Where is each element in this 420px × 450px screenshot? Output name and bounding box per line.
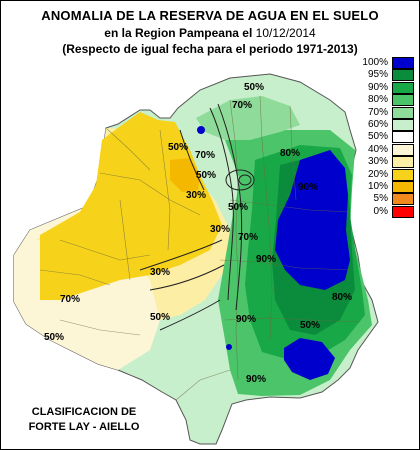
legend-label: 100% xyxy=(362,57,388,68)
legend-label: 60% xyxy=(367,118,388,130)
legend-label: 30% xyxy=(367,156,388,168)
legend-swatch xyxy=(392,118,414,131)
legend-item: 10% xyxy=(358,180,418,193)
zone-100-spot xyxy=(226,344,232,350)
department-boundaries xyxy=(39,95,361,401)
legend-swatch xyxy=(392,180,414,193)
legend-item: 60% xyxy=(358,118,418,131)
legend-label: 20% xyxy=(367,168,388,180)
legend-label: 90% xyxy=(367,81,388,93)
classification-credit: CLASIFICACION DE FORTE LAY - AIELLO xyxy=(24,405,144,435)
contour-label: 70% xyxy=(238,232,258,243)
legend-swatch xyxy=(392,143,414,156)
title-date: 10/12/2014 xyxy=(255,26,316,40)
contour-label: 50% xyxy=(300,320,320,331)
contour-label: 90% xyxy=(256,254,276,265)
contour-label: 50% xyxy=(244,82,264,93)
legend-label: 70% xyxy=(367,106,388,118)
legend-item: 0% xyxy=(358,205,418,218)
contour-label: 50% xyxy=(228,202,248,213)
contour-label: 90% xyxy=(236,314,256,325)
legend-label: 5% xyxy=(373,193,388,205)
zone-100-east xyxy=(275,150,350,290)
contour-label: 90% xyxy=(246,374,266,385)
legend-item: 80% xyxy=(358,94,418,107)
credit-line-2: FORTE LAY - AIELLO xyxy=(28,421,140,433)
contour-label: 50% xyxy=(196,170,216,181)
legend-swatch xyxy=(392,205,414,218)
legend-swatch xyxy=(392,57,414,69)
zone-70-north xyxy=(196,96,300,140)
legend-item: 5% xyxy=(358,193,418,206)
contour-label: 30% xyxy=(150,267,170,278)
legend-label: 50% xyxy=(367,131,388,143)
legend-item: 90% xyxy=(358,81,418,94)
contour-label: 80% xyxy=(332,292,352,303)
legend-item: 20% xyxy=(358,168,418,181)
contour-lines xyxy=(139,103,255,331)
legend-label: 10% xyxy=(367,180,388,192)
legend-label: 40% xyxy=(367,143,388,155)
contour-label: 30% xyxy=(186,190,206,201)
contour-label: 90% xyxy=(298,182,318,193)
legend-label: 95% xyxy=(367,69,388,81)
legend-item: 70% xyxy=(358,106,418,119)
contour-label: 50% xyxy=(168,142,188,153)
contour-label: 70% xyxy=(60,294,80,305)
zone-100-spot xyxy=(197,126,205,134)
legend-item: 50% xyxy=(358,131,418,144)
legend-item: 95% xyxy=(358,69,418,82)
legend-swatch xyxy=(392,131,414,144)
legend-label: 0% xyxy=(373,205,388,217)
legend-swatch xyxy=(392,156,414,169)
zone-20 xyxy=(40,112,222,300)
legend-swatch xyxy=(392,94,414,107)
zone-10 xyxy=(170,158,200,192)
legend-swatch xyxy=(392,193,414,206)
legend-swatch xyxy=(392,168,414,181)
legend-swatch xyxy=(392,69,414,82)
title-line-1: ANOMALIA DE LA RESERVA DE AGUA EN EL SUE… xyxy=(41,8,379,23)
zone-100-south xyxy=(284,338,335,380)
contour-label: 70% xyxy=(195,150,215,161)
contour-label: 70% xyxy=(232,100,252,111)
contour-label: 80% xyxy=(280,148,300,159)
contour-label: 50% xyxy=(150,312,170,323)
legend-label: 80% xyxy=(367,94,388,106)
title-line-2: en la Region Pampeana el 10/12/2014 xyxy=(0,26,420,40)
legend-item: 30% xyxy=(358,156,418,169)
contour-label: 50% xyxy=(44,332,64,343)
title-line-3: (Respecto de igual fecha para el periodo… xyxy=(62,42,358,56)
title-line-2-prefix: en la Region Pampeana el xyxy=(104,26,253,40)
color-legend: 100% 95% 90% 80% 70% 60% 50% 40% 30% 20%… xyxy=(358,57,418,218)
legend-swatch xyxy=(392,106,414,119)
legend-item: 100% xyxy=(358,57,418,69)
legend-swatch xyxy=(392,81,414,94)
legend-item: 40% xyxy=(358,143,418,156)
contour-label: 30% xyxy=(210,224,230,235)
map-title: ANOMALIA DE LA RESERVA DE AGUA EN EL SUE… xyxy=(0,8,420,56)
credit-line-1: CLASIFICACION DE xyxy=(31,406,137,418)
